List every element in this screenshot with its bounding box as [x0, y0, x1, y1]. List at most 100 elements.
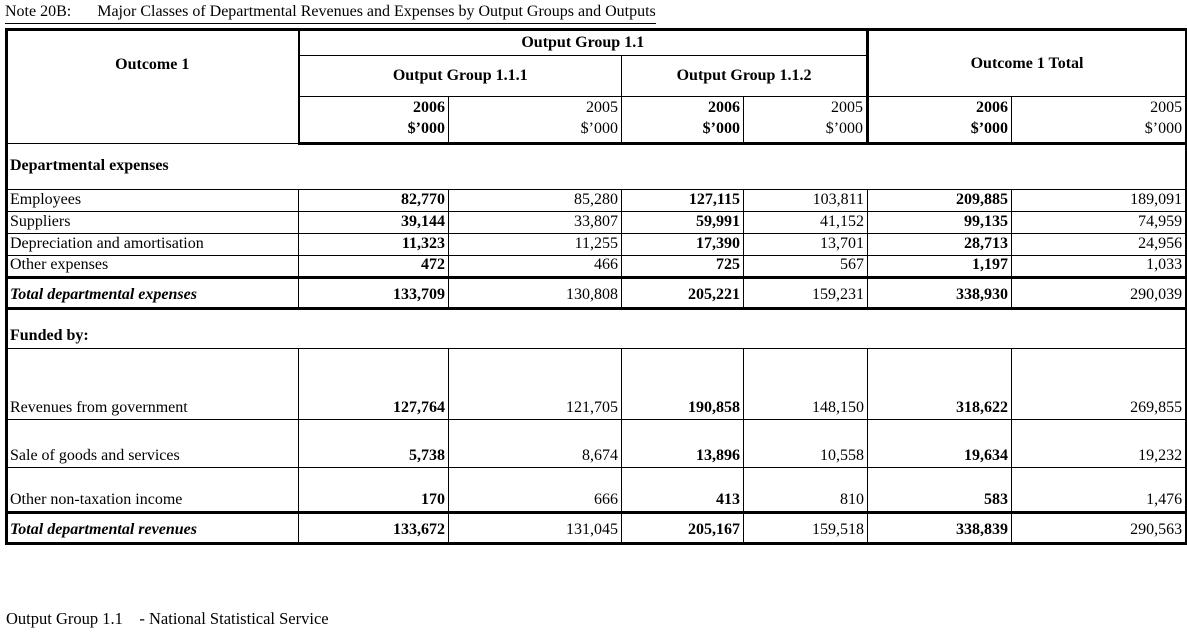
output-group-1-1-1-header-cell: Output Group 1.1.1	[298, 55, 622, 97]
value-cell: 74,959	[1011, 211, 1187, 234]
value-cell: 133,709	[298, 276, 449, 310]
year-header-cell: 2006 $’000	[866, 96, 1013, 145]
table-row-revenues-government: Revenues from government 127,764 121,705…	[6, 348, 1187, 420]
value-cell: 472	[298, 255, 449, 278]
section-band-funded-by: Funded by:	[5, 308, 1187, 349]
section-title-expenses: Departmental expenses	[5, 143, 1187, 190]
output-group-1-1-2-header-cell: Output Group 1.1.2	[620, 55, 869, 97]
value-cell: 11,323	[298, 233, 449, 256]
year-header-cell: 2005 $’000	[1011, 96, 1187, 145]
value-cell: 121,705	[448, 348, 622, 420]
value-cell: 725	[621, 255, 744, 278]
header-row-2: Output Group 1.1.1 Output Group 1.1.2	[7, 55, 1187, 97]
value-cell: 11,255	[448, 233, 622, 256]
note-number: Note 20B:	[5, 3, 72, 20]
value-cell: 1,197	[867, 255, 1013, 278]
value-cell: 131,045	[448, 511, 622, 545]
table-row-sale-goods-services: Sale of goods and services 5,738 8,674 1…	[6, 419, 1187, 468]
output-group-1-1-header-cell: Output Group 1.1	[297, 29, 869, 56]
value-cell: 1,033	[1011, 255, 1187, 278]
value-cell: 338,930	[867, 276, 1013, 310]
table-row-suppliers: Suppliers 39,144 33,807 59,991 41,152 99…	[6, 211, 1187, 234]
title-underline-wrap: Note 20B: Major Classes of Departmental R…	[5, 3, 656, 24]
table-row-total-expenses: Total departmental expenses 133,709 130,…	[6, 276, 1187, 310]
header-row-years: 2006 $’000 2005 $’000 2006 $’000 2005 $’000 …	[7, 96, 1187, 145]
value-cell: 567	[742, 255, 869, 278]
row-label: Suppliers	[6, 211, 299, 234]
value-cell: 127,764	[298, 348, 449, 420]
unit-label: $’000	[1144, 120, 1183, 137]
year-label: 2005	[586, 99, 618, 116]
value-cell: 24,956	[1011, 233, 1187, 256]
year-header-cell: 2006 $’000	[621, 96, 744, 145]
value-cell: 583	[867, 467, 1013, 513]
value-cell: 19,232	[1011, 419, 1187, 468]
value-cell: 130,808	[448, 276, 622, 310]
value-cell: 290,563	[1011, 511, 1187, 545]
value-cell: 5,738	[298, 419, 449, 468]
row-label: Other expenses	[6, 255, 299, 278]
value-cell: 13,896	[621, 419, 744, 468]
row-label: Other non-taxation income	[6, 467, 299, 513]
year-header-cell: 2005 $’000	[742, 96, 869, 145]
value-cell: 39,144	[298, 211, 449, 234]
unit-label: $’000	[580, 120, 618, 137]
unit-label: $’000	[970, 120, 1009, 137]
table-row-other-expenses: Other expenses 472 466 725 567 1,197 1,0…	[6, 255, 1187, 278]
value-cell: 85,280	[448, 189, 622, 212]
value-cell: 190,858	[621, 348, 744, 420]
value-cell: 189,091	[1011, 189, 1187, 212]
row-label: Employees	[6, 189, 299, 212]
row-label: Sale of goods and services	[6, 419, 299, 468]
total-row-label: Total departmental revenues	[6, 511, 299, 545]
year-label: 2005	[1150, 99, 1183, 116]
year-label: 2006	[708, 99, 740, 116]
outcome-1-total-header-cell: Outcome 1 Total	[866, 29, 1187, 97]
value-cell: 41,152	[742, 211, 869, 234]
value-cell: 103,811	[742, 189, 869, 212]
value-cell: 666	[448, 467, 622, 513]
value-cell: 10,558	[742, 419, 869, 468]
unit-label: $’000	[825, 120, 864, 137]
footnote-output-group-1-1: Output Group 1.1 - National Statistical …	[6, 609, 329, 628]
table-row-depreciation: Depreciation and amortisation 11,323 11,…	[6, 233, 1187, 256]
year-label: 2006	[976, 99, 1009, 116]
year-header-cell: 2006 $’000	[298, 96, 449, 145]
row-label: Depreciation and amortisation	[6, 233, 299, 256]
value-cell: 28,713	[867, 233, 1013, 256]
section-title-funded-by: Funded by:	[5, 308, 1187, 349]
value-cell: 59,991	[621, 211, 744, 234]
value-cell: 133,672	[298, 511, 449, 545]
value-cell: 318,622	[867, 348, 1013, 420]
value-cell: 269,855	[1011, 348, 1187, 420]
table-row-total-revenues: Total departmental revenues 133,672 131,…	[6, 511, 1187, 545]
value-cell: 170	[298, 467, 449, 513]
value-cell: 159,518	[742, 511, 869, 545]
title-text: Major Classes of Departmental Revenues a…	[97, 3, 656, 20]
unit-label: $’000	[407, 120, 445, 137]
value-cell: 810	[742, 467, 869, 513]
value-cell: 19,634	[867, 419, 1013, 468]
table-row-other-nontax-income: Other non-taxation income 170 666 413 81…	[6, 467, 1187, 513]
value-cell: 99,135	[867, 211, 1013, 234]
value-cell: 290,039	[1011, 276, 1187, 310]
value-cell: 209,885	[867, 189, 1013, 212]
unit-label: $’000	[702, 120, 740, 137]
value-cell: 8,674	[448, 419, 622, 468]
table-row-employees: Employees 82,770 85,280 127,115 103,811 …	[6, 189, 1187, 212]
value-cell: 1,476	[1011, 467, 1187, 513]
value-cell: 205,221	[621, 276, 744, 310]
row-label: Revenues from government	[6, 348, 299, 420]
section-band-expenses: Departmental expenses	[5, 143, 1187, 190]
year-label: 2006	[413, 99, 445, 116]
value-cell: 338,839	[867, 511, 1013, 545]
value-cell: 159,231	[742, 276, 869, 310]
footnotes: Output Group 1.1 - National Statistical …	[6, 561, 358, 637]
year-header-cell: 2005 $’000	[448, 96, 622, 145]
value-cell: 127,115	[621, 189, 744, 212]
value-cell: 82,770	[298, 189, 449, 212]
year-label: 2005	[831, 99, 864, 116]
revenues-expenses-table: Outcome 1 Output Group 1.1 Outcome 1 Tot…	[5, 28, 1187, 545]
value-cell: 17,390	[621, 233, 744, 256]
